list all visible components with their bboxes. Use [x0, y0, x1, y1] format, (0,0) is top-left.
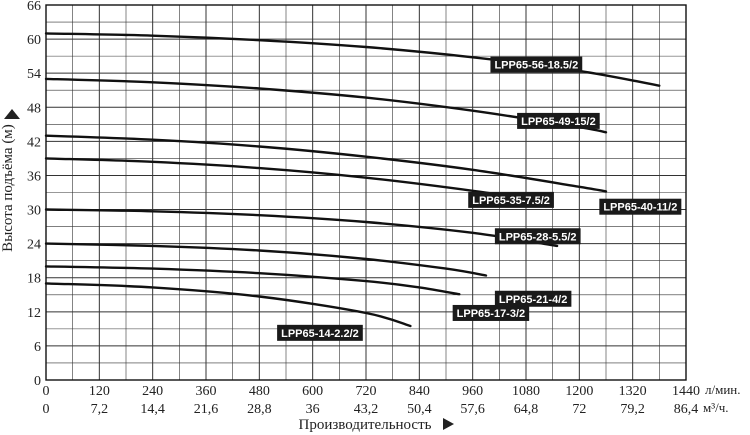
series-label-box — [494, 228, 581, 245]
x-tick-label-secondary: 21,6 — [194, 402, 219, 417]
grid — [45, 4, 687, 381]
x-tick-label-secondary: 57,6 — [460, 402, 485, 417]
x-tick-label-primary: 1080 — [512, 384, 540, 399]
x-tick-label-primary: 360 — [196, 384, 217, 399]
x-tick-label-primary: 600 — [302, 384, 323, 399]
series-label: LPP65-35-7.5/2 — [468, 191, 554, 208]
y-tick-label: 36 — [27, 169, 41, 184]
x-axis-title: Производительность — [299, 417, 432, 433]
x-tick-label-primary: 0 — [43, 384, 50, 399]
series-label-box — [277, 324, 363, 341]
y-tick-label: 6 — [34, 340, 41, 355]
x-tick-label-secondary: 14,4 — [140, 402, 165, 417]
series-label-text: LPP65-56-18.5/2 — [494, 60, 578, 72]
series-label: LPP65-21-4/2 — [494, 290, 572, 307]
series-label-text: LPP65-35-7.5/2 — [472, 195, 550, 207]
x-tick-label-secondary: 64,8 — [514, 402, 539, 417]
x-tick-label-primary: 840 — [409, 384, 430, 399]
x-tick-label-primary: 240 — [142, 384, 163, 399]
x-tick-label-primary: 1200 — [565, 384, 593, 399]
series-line-LPP65-21-4/2 — [44, 242, 488, 277]
x-tick-label-secondary: 72 — [572, 402, 586, 417]
series-label: LPP65-14-2.2/2 — [277, 324, 363, 341]
x-tick-label-secondary: 79,2 — [620, 402, 645, 417]
series-label-text: LPP65-40-11/2 — [603, 202, 677, 214]
x-tick-label-secondary: 28,8 — [247, 402, 272, 417]
x-tick-label-primary: 480 — [249, 384, 270, 399]
series-label-text: LPP65-28-5.5/2 — [499, 231, 577, 243]
y-tick-label: 60 — [27, 33, 41, 48]
x-unit-primary: л/мин. — [705, 382, 741, 397]
x-tick-label-primary: 720 — [356, 384, 377, 399]
series-line-LPP65-17-3/2 — [44, 265, 461, 296]
series-label: LPP65-17-3/2 — [452, 304, 530, 321]
x-tick-label-secondary: 43,2 — [354, 402, 379, 417]
series-label-text: LPP65-49-15/2 — [521, 116, 596, 128]
y-tick-label: 24 — [27, 238, 41, 253]
y-tick-label: 30 — [27, 204, 41, 219]
x-tick-label-secondary: 86,4 — [674, 402, 699, 417]
series-label-box — [452, 304, 530, 321]
y-tick-label: 48 — [27, 101, 41, 116]
y-tick-label: 66 — [27, 0, 41, 14]
y-tick-label: 18 — [27, 272, 41, 287]
series-label-box — [599, 198, 682, 215]
plot-frame — [45, 4, 687, 381]
y-tick-label: 42 — [27, 135, 41, 150]
series-line-LPP65-40-11/2 — [44, 134, 608, 193]
x-tick-label-secondary: 50,4 — [407, 402, 432, 417]
y-tick-label: 54 — [27, 67, 41, 82]
x-tick-label-primary: 960 — [462, 384, 483, 399]
series-label-text: LPP65-17-3/2 — [457, 308, 525, 320]
series-line-LPP65-14-2.2/2 — [44, 282, 412, 328]
series-line-LPP65-28-5.5/2 — [44, 208, 559, 248]
y-axis-arrow-icon — [4, 109, 20, 119]
series-label-box — [468, 191, 554, 208]
y-axis-title: Высота подъёма (м) — [0, 124, 16, 252]
series-line-LPP65-35-7.5/2 — [44, 157, 550, 204]
x-unit-secondary: м³/ч. — [703, 400, 729, 415]
x-tick-label-secondary: 0 — [43, 402, 50, 417]
series-label-text: LPP65-14-2.2/2 — [281, 328, 359, 340]
series-label-text: LPP65-21-4/2 — [499, 294, 567, 306]
series-label-box — [517, 112, 600, 129]
x-axis-arrow-icon — [443, 418, 454, 430]
x-tick-label-primary: 120 — [89, 384, 110, 399]
series-label-box — [494, 290, 572, 307]
x-tick-label-secondary: 7,2 — [91, 402, 109, 417]
series-label: LPP65-40-11/2 — [599, 198, 682, 215]
y-tick-label: 12 — [27, 306, 41, 321]
series-label-box — [490, 56, 583, 73]
x-tick-label-primary: 1320 — [619, 384, 647, 399]
series-label: LPP65-49-15/2 — [517, 112, 600, 129]
series-label: LPP65-28-5.5/2 — [494, 228, 581, 245]
series-label: LPP65-56-18.5/2 — [490, 56, 583, 73]
x-tick-label-primary: 1440 — [672, 384, 700, 399]
y-tick-label: 0 — [34, 374, 41, 389]
series-labels: LPP65-56-18.5/2 LPP65-49-15/2 LPP65-40-11/… — [277, 56, 682, 341]
x-tick-label-secondary: 36 — [306, 402, 320, 417]
